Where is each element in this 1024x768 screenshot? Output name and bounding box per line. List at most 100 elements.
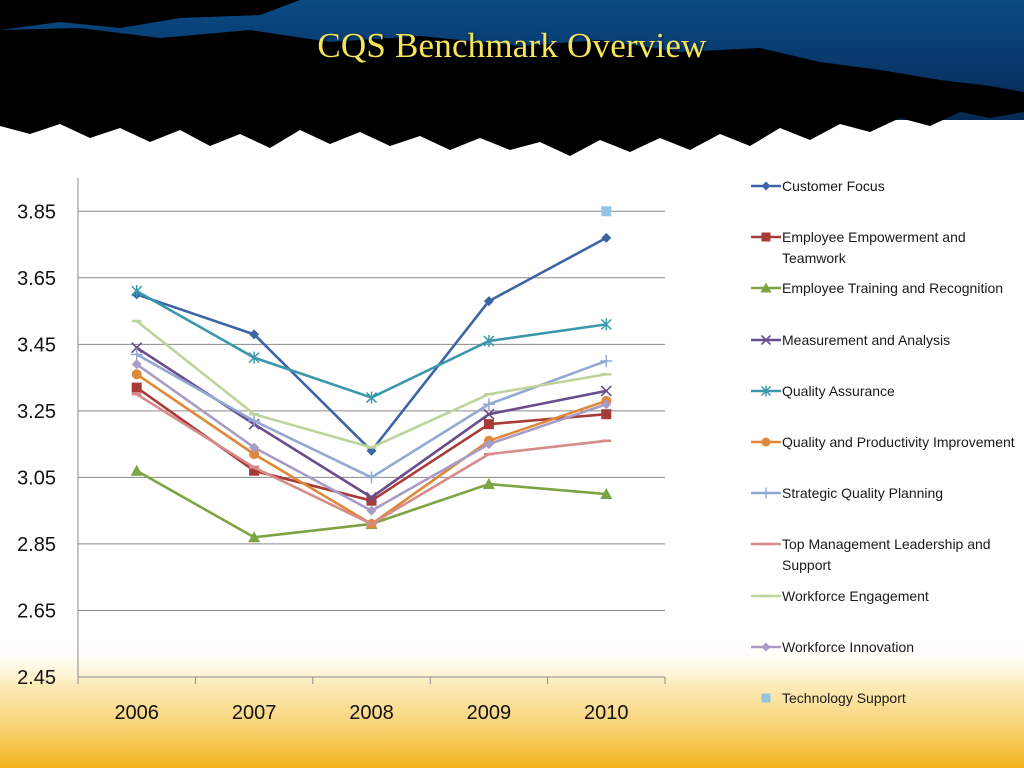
data-point: [600, 354, 613, 367]
legend-item: Workforce Engagement: [750, 586, 1022, 632]
legend-label: Technology Support: [782, 690, 906, 706]
series-8: [131, 319, 612, 449]
y-tick-label: 3.85: [17, 201, 56, 223]
y-tick-label: 3.45: [17, 334, 56, 356]
data-point: [482, 398, 495, 411]
y-tick-label: 3.25: [17, 401, 56, 423]
data-point: [483, 296, 494, 307]
series-0: [131, 232, 612, 456]
data-point: [600, 318, 612, 331]
data-point: [761, 693, 771, 703]
data-point: [248, 531, 261, 543]
legend-item: Measurement and Analysis: [750, 330, 1022, 376]
legend-marker: [751, 385, 781, 397]
legend-label: Top Management Leadership and Support: [782, 536, 991, 574]
legend-label: Customer Focus: [782, 178, 885, 194]
legend-item: Quality and Productivity Improvement: [750, 432, 1022, 478]
x-tick-label: 2006: [114, 702, 159, 724]
y-tick-label: 2.45: [17, 667, 56, 689]
data-point: [483, 408, 495, 420]
data-point: [366, 495, 377, 506]
data-point: [600, 488, 613, 500]
data-point: [131, 342, 143, 354]
legend-marker: [751, 642, 781, 652]
data-point: [130, 348, 143, 361]
data-point: [131, 285, 143, 298]
legend-label: Quality Assurance: [782, 382, 895, 399]
data-point: [483, 335, 495, 348]
legend-marker: [751, 334, 781, 345]
bottom-gold-band: [0, 640, 1024, 768]
data-point: [761, 437, 771, 447]
data-point: [131, 382, 142, 393]
y-tick-label: 3.65: [17, 268, 56, 290]
data-point: [131, 369, 142, 380]
data-point: [760, 385, 772, 397]
legend-label: Measurement and Analysis: [782, 331, 951, 348]
data-point: [130, 464, 143, 476]
y-tick-label: 2.85: [17, 534, 56, 556]
legend-item: Strategic Quality Planning: [750, 483, 1022, 529]
legend-item: Employee Empowerment and Teamwork: [750, 227, 1022, 273]
series-7: [131, 392, 612, 526]
series-6: [130, 348, 613, 484]
data-point: [760, 487, 772, 499]
data-point: [366, 505, 377, 516]
data-point: [601, 206, 612, 217]
legend-marker: [761, 693, 771, 703]
legend-label: Strategic Quality Planning: [782, 485, 944, 502]
data-point: [483, 419, 494, 430]
data-point: [248, 414, 261, 427]
y-tick-label: 3.05: [17, 467, 56, 489]
data-point: [761, 232, 771, 242]
legend-item: Quality Assurance: [750, 381, 1022, 427]
y-tick-label: 2.65: [17, 600, 56, 622]
legend-marker: [751, 594, 781, 597]
legend-label: Quality and Productivity Improvement: [782, 434, 1015, 450]
legend-item: Technology Support: [750, 688, 1022, 734]
data-point: [365, 491, 378, 503]
x-tick-label: 2009: [467, 702, 512, 724]
x-tick-label: 2010: [584, 702, 629, 724]
data-point: [600, 385, 612, 397]
series-4: [131, 285, 612, 404]
legend-item: Employee Training and Recognition: [750, 278, 1022, 324]
data-point: [249, 465, 260, 476]
series-line: [135, 353, 608, 479]
data-point: [365, 471, 378, 484]
data-point: [601, 399, 612, 410]
legend-marker: [751, 232, 781, 242]
x-tick-label: 2007: [232, 702, 277, 724]
data-point: [761, 642, 771, 652]
data-point: [483, 439, 494, 450]
legend-marker: [751, 437, 781, 447]
legend-item: Customer Focus: [750, 176, 1022, 222]
banner-black-strip: [0, 0, 1024, 156]
legend-marker: [751, 487, 781, 499]
data-point: [761, 181, 771, 191]
legend-marker: [751, 181, 781, 191]
data-point: [601, 409, 612, 420]
legend-marker: [751, 543, 781, 546]
data-point: [482, 478, 495, 490]
series-10: [601, 206, 612, 217]
data-point: [131, 359, 142, 370]
legend-marker: [751, 282, 781, 293]
x-tick-label: 2008: [349, 702, 394, 724]
slide-title: CQS Benchmark Overview: [317, 26, 707, 65]
legend-item: Top Management Leadership and Support: [750, 534, 1022, 580]
data-point: [249, 329, 260, 340]
legend-item: Workforce Innovation: [750, 637, 1022, 683]
data-point: [365, 391, 378, 404]
legend-label: Workforce Engagement: [782, 587, 929, 604]
legend-label: Employee Training and Recognition: [782, 280, 1004, 297]
data-point: [760, 334, 772, 345]
data-point: [760, 282, 772, 293]
series-9: [131, 359, 612, 516]
data-point: [249, 449, 260, 460]
legend-label: Employee Empowerment and Teamwork: [782, 229, 966, 267]
data-point: [249, 442, 260, 453]
